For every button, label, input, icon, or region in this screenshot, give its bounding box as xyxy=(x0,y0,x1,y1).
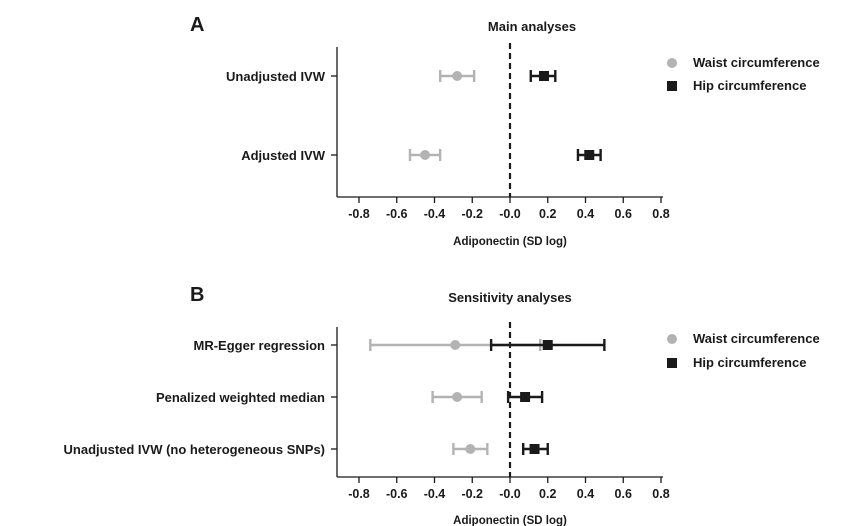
panel-b-legend-waist-marker xyxy=(667,334,677,344)
panel-b-row-label: MR-Egger regression xyxy=(194,338,326,353)
point-estimate-square xyxy=(584,150,595,160)
panel-b-point-waist xyxy=(431,391,483,403)
panel-b-legend-waist-label: Waist circumference xyxy=(693,331,820,346)
point-estimate-circle xyxy=(452,71,463,81)
panel-a-x-tick-label: -0.8 xyxy=(348,207,370,221)
panel-b-mark-group xyxy=(369,339,606,455)
panel-b-point-hip xyxy=(522,443,549,455)
panel-a-legend-waist-marker xyxy=(667,58,677,68)
panel-b-x-tick-label: 0.4 xyxy=(577,487,594,501)
panel-b-legend-hip-label: Hip circumference xyxy=(693,355,806,370)
panel-a-x-tick-label: 0.4 xyxy=(577,207,594,221)
panel-a-point-waist xyxy=(438,70,476,82)
panel-b-x-tick-label: 0.6 xyxy=(615,487,632,501)
panel-b-legend-hip-marker xyxy=(667,358,677,368)
panel-b-point-hip xyxy=(506,391,544,403)
point-estimate-circle xyxy=(452,392,463,402)
panel-a-row-label: Unadjusted IVW xyxy=(226,69,326,84)
panel-a-x-tick-label: -0.2 xyxy=(461,207,483,221)
panel-b-legend: Waist circumference Hip circumference xyxy=(667,331,820,370)
panel-b-x-tick-label: -0.0 xyxy=(499,487,521,501)
panel-b-x-tick-label: 0.2 xyxy=(539,487,556,501)
panel-a-x-tick-label: -0.6 xyxy=(386,207,408,221)
panel-a-row-group: Unadjusted IVW Adjusted IVW xyxy=(226,69,337,163)
panel-a-x-tick-label: -0.4 xyxy=(424,207,446,221)
panel-b-x-tick-label: 0.8 xyxy=(652,487,669,501)
panel-a-x-tick-label: -0.0 xyxy=(499,207,521,221)
panel-a-row-label: Adjusted IVW xyxy=(241,148,326,163)
point-estimate-square xyxy=(529,444,540,454)
panel-a-legend-hip-label: Hip circumference xyxy=(693,78,806,93)
point-estimate-circle xyxy=(450,340,461,350)
panel-b-title: Sensitivity analyses xyxy=(448,290,572,305)
panel-b-x-tick-label: -0.4 xyxy=(424,487,446,501)
panel-b-point-waist xyxy=(452,443,489,455)
panel-b-x-tick-label: -0.6 xyxy=(386,487,408,501)
panel-a-tick-group: -0.8 -0.6 -0.4 -0.2 -0.0 0.2 0.4 0.6 0.8 xyxy=(348,197,670,221)
panel-a-x-tick-label: 0.6 xyxy=(615,207,632,221)
panel-a-letter: A xyxy=(190,14,204,36)
panel-a-point-hip xyxy=(576,149,602,161)
point-estimate-square xyxy=(538,71,549,81)
panel-a-point-waist xyxy=(408,149,442,161)
panel-a-x-tick-label: 0.8 xyxy=(652,207,669,221)
panel-b-row-group: MR-Egger regression Penalized weighted me… xyxy=(64,338,337,457)
point-estimate-square xyxy=(542,340,553,350)
panel-a-legend-hip-marker xyxy=(667,81,677,91)
panel-b-point-hip xyxy=(489,339,606,351)
panel-b-row-label: Unadjusted IVW (no heterogeneous SNPs) xyxy=(64,442,325,457)
panel-a-legend-waist-label: Waist circumference xyxy=(693,55,820,70)
panel-b-x-tick-label: -0.2 xyxy=(461,487,483,501)
panel-b: B Sensitivity analyses -0.8 -0.6 -0.4 -0.2-… xyxy=(64,284,820,526)
panel-b-x-axis-title: Adiponectin (SD log) xyxy=(453,515,567,526)
point-estimate-circle xyxy=(465,444,476,454)
panel-b-letter: B xyxy=(190,284,204,306)
panel-b-x-tick-label: -0.8 xyxy=(348,487,370,501)
panel-a-legend: Waist circumference Hip circumference xyxy=(667,55,820,93)
panel-b-row-label: Penalized weighted median xyxy=(156,390,325,405)
point-estimate-square xyxy=(520,392,531,402)
panel-a-x-axis-title: Adiponectin (SD log) xyxy=(453,236,567,248)
panel-a-mark-group xyxy=(408,70,602,161)
panel-b-tick-group: -0.8 -0.6 -0.4 -0.2 -0.0 0.2 0.4 0.6 0.8 xyxy=(348,477,670,501)
panel-a: A Main analyses -0.8 -0.6 -0.4 -0.2 -0.0 0.2 0… xyxy=(190,14,820,248)
panel-a-point-hip xyxy=(529,70,557,82)
point-estimate-circle xyxy=(420,150,431,160)
panel-a-x-tick-label: 0.2 xyxy=(539,207,556,221)
panel-a-title: Main analyses xyxy=(488,19,576,34)
